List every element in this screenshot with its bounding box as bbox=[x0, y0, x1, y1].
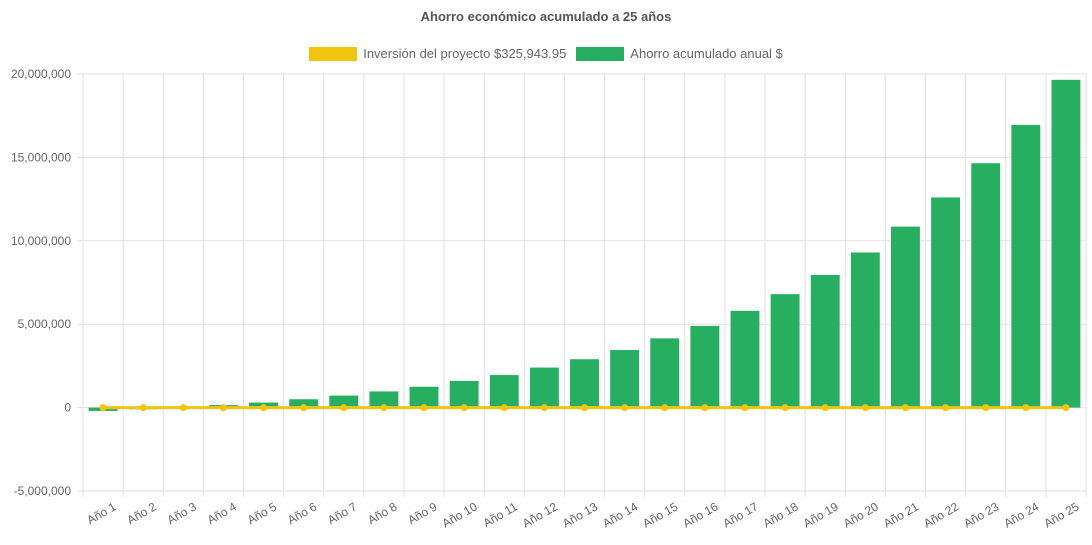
point-inversion bbox=[1022, 404, 1030, 412]
chart-title: Ahorro económico acumulado a 25 años bbox=[420, 9, 672, 24]
point-inversion bbox=[581, 404, 588, 412]
point-inversion bbox=[861, 404, 869, 412]
point-inversion bbox=[99, 404, 107, 412]
legend-swatch-inversion bbox=[309, 46, 358, 61]
chart-legend: Inversión del proyecto $325,943.95 Ahorr… bbox=[0, 46, 1092, 61]
point-inversion bbox=[701, 404, 709, 412]
x-tick-label: Año 2 bbox=[125, 499, 159, 527]
bar-ahorro bbox=[1051, 79, 1081, 408]
point-inversion bbox=[219, 404, 227, 412]
bar-ahorro bbox=[289, 399, 319, 408]
point-inversion bbox=[741, 404, 749, 412]
x-tick-label: Año 4 bbox=[205, 499, 239, 527]
bar-ahorro bbox=[449, 380, 479, 408]
x-tick-label: Año 23 bbox=[961, 499, 1001, 530]
bar-ahorro bbox=[369, 391, 399, 408]
x-tick-label: Año 24 bbox=[1001, 499, 1041, 530]
y-tick-label: 5,000,000 bbox=[18, 317, 72, 331]
bar-ahorro bbox=[409, 386, 439, 408]
point-inversion bbox=[179, 404, 187, 412]
bar-ahorro bbox=[971, 163, 1001, 408]
y-tick-label: 20,000,000 bbox=[11, 67, 71, 81]
bar-ahorro bbox=[891, 226, 920, 408]
x-tick-label: Año 3 bbox=[165, 499, 199, 527]
point-inversion bbox=[942, 404, 950, 412]
x-tick-label: Año 15 bbox=[640, 499, 680, 530]
x-tick-label: Año 8 bbox=[365, 499, 399, 527]
legend-label-inversion: Inversión del proyecto $325,943.95 bbox=[363, 46, 567, 61]
bar-ahorro bbox=[329, 395, 359, 408]
point-inversion bbox=[420, 404, 428, 412]
y-tick-label: -5,000,000 bbox=[14, 484, 72, 498]
x-tick-label: Año 25 bbox=[1041, 499, 1081, 530]
legend-label-ahorro: Ahorro acumulado anual $ bbox=[630, 46, 783, 61]
x-tick-label: Año 20 bbox=[841, 499, 881, 530]
bar-ahorro bbox=[650, 338, 680, 408]
x-tick-label: Año 17 bbox=[721, 499, 761, 530]
point-inversion bbox=[139, 404, 147, 412]
point-inversion bbox=[500, 404, 508, 412]
point-inversion bbox=[540, 404, 548, 412]
legend-item-ahorro[interactable]: Ahorro acumulado anual $ bbox=[576, 46, 783, 61]
x-tick-label: Año 18 bbox=[761, 499, 801, 530]
point-inversion bbox=[1062, 404, 1070, 412]
legend-item-inversion[interactable]: Inversión del proyecto $325,943.95 bbox=[309, 46, 566, 61]
point-inversion bbox=[661, 404, 669, 412]
x-tick-label: Año 9 bbox=[405, 499, 439, 527]
point-inversion bbox=[260, 404, 268, 412]
point-inversion bbox=[821, 404, 829, 412]
bar-ahorro bbox=[690, 325, 720, 408]
point-inversion bbox=[340, 404, 348, 412]
bar-ahorro bbox=[529, 367, 559, 408]
x-tick-label: Año 21 bbox=[881, 499, 921, 530]
y-tick-label: 0 bbox=[64, 401, 71, 415]
bar-ahorro bbox=[931, 197, 961, 408]
point-inversion bbox=[380, 404, 388, 412]
bar-ahorro bbox=[610, 350, 640, 408]
x-tick-label: Año 1 bbox=[84, 499, 118, 527]
point-inversion bbox=[982, 404, 990, 412]
x-tick-label: Año 6 bbox=[285, 499, 319, 527]
x-tick-label: Año 19 bbox=[801, 499, 841, 530]
y-tick-label: 15,000,000 bbox=[11, 150, 71, 164]
bar-ahorro bbox=[730, 310, 760, 408]
x-tick-label: Año 10 bbox=[440, 499, 480, 530]
y-tick-label: 10,000,000 bbox=[11, 234, 71, 248]
bar-ahorro bbox=[850, 252, 880, 408]
point-inversion bbox=[621, 404, 629, 412]
x-tick-label: Año 14 bbox=[600, 499, 640, 530]
point-inversion bbox=[300, 404, 308, 412]
bar-ahorro bbox=[489, 375, 519, 408]
bar-ahorro bbox=[770, 294, 800, 408]
bar-ahorro bbox=[1011, 124, 1041, 408]
x-tick-label: Año 12 bbox=[520, 499, 560, 530]
legend-swatch-ahorro bbox=[576, 46, 625, 61]
point-inversion bbox=[781, 404, 789, 412]
bar-ahorro bbox=[810, 274, 840, 408]
x-tick-label: Año 22 bbox=[921, 499, 961, 530]
x-tick-label: Año 7 bbox=[325, 499, 359, 527]
point-inversion bbox=[901, 404, 909, 412]
x-tick-label: Año 11 bbox=[481, 499, 520, 530]
bar-ahorro bbox=[570, 359, 599, 408]
x-tick-label: Año 16 bbox=[680, 499, 720, 530]
point-inversion bbox=[460, 404, 468, 412]
x-tick-label: Año 5 bbox=[245, 499, 279, 527]
x-tick-label: Año 13 bbox=[560, 499, 600, 530]
